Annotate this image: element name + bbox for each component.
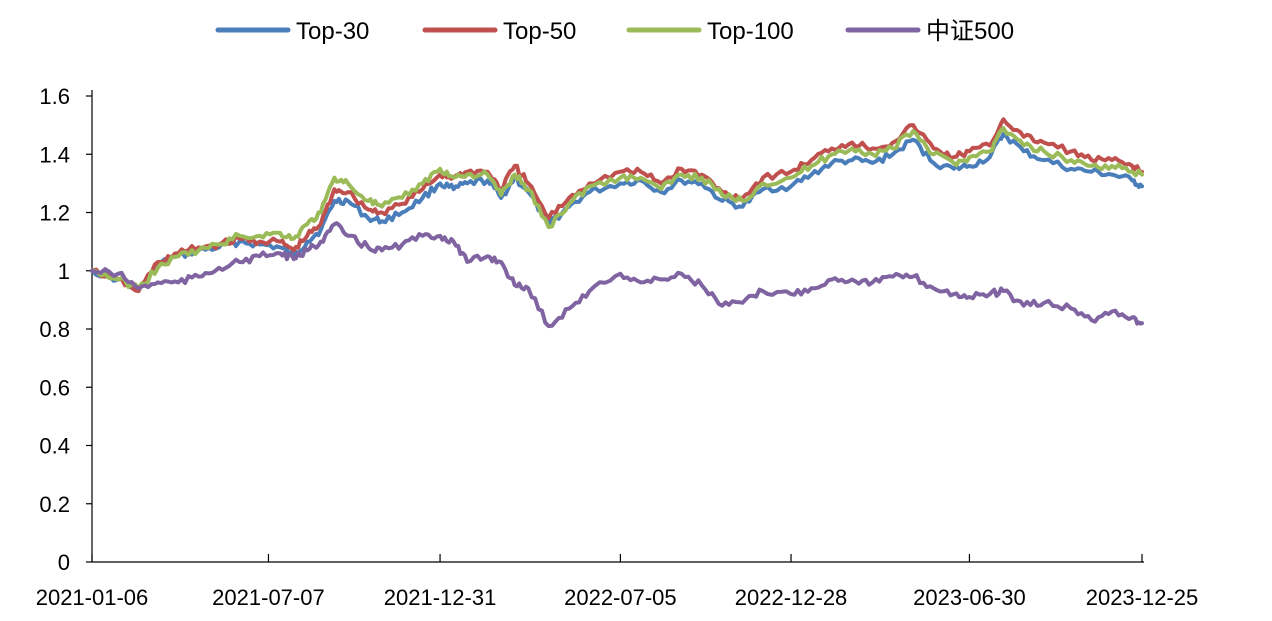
x-tick-label: 2023-06-30 xyxy=(913,585,1026,610)
x-tick-label: 2021-07-07 xyxy=(212,585,325,610)
series-line-4 xyxy=(90,221,1144,329)
legend-label: 中证500 xyxy=(926,18,1014,45)
y-tick-label: 0.4 xyxy=(39,434,70,459)
x-tick-label: 2021-12-31 xyxy=(384,585,497,610)
legend-label: Top-50 xyxy=(503,18,576,45)
y-tick-label: 0.8 xyxy=(39,317,70,342)
x-axis: 2021-01-06 2021-07-07 2021-12-31 2022-07-05… xyxy=(36,554,1199,610)
y-tick-label: 1.6 xyxy=(39,84,70,109)
y-tick-label: 0 xyxy=(58,550,70,575)
chart-legend: Top-30 Top-50 Top-100 中证500 xyxy=(215,18,1014,45)
y-tick-label: 1.4 xyxy=(39,142,70,167)
y-tick-label: 0.2 xyxy=(39,492,70,517)
series-line-3 xyxy=(90,126,1144,291)
y-tick-label: 1.2 xyxy=(39,201,70,226)
x-tick-label: 2022-12-28 xyxy=(735,585,848,610)
x-tick-label: 2021-01-06 xyxy=(36,585,149,610)
legend-label: Top-30 xyxy=(296,18,369,45)
series-line-1 xyxy=(90,131,1144,294)
y-tick-label: 0.6 xyxy=(39,375,70,400)
x-tick-label: 2023-12-25 xyxy=(1086,585,1199,610)
series-line-2 xyxy=(90,117,1144,294)
x-tick-label: 2022-07-05 xyxy=(564,585,677,610)
legend-label: Top-100 xyxy=(707,18,794,45)
series-layer xyxy=(90,117,1144,329)
y-tick-label: 1 xyxy=(58,259,70,284)
y-axis: 0 0.2 0.4 0.6 0.8 1 1.2 1.4 1.6 xyxy=(39,84,93,575)
